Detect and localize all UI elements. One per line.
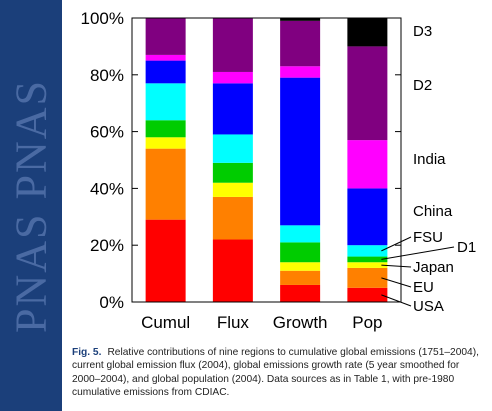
y-tick-label: 0% [99,293,124,312]
bar-segment-d1-cumul [145,120,186,138]
legend-leader-fsu [381,236,412,252]
bar-segment-fsu-cumul [145,83,186,121]
bar-segment-japan-growth [280,262,321,271]
y-tick-label: 100% [81,9,124,28]
bar-segment-d2-growth [280,20,321,67]
bar-segment-india-cumul [145,54,186,61]
caption-text: Relative contributions of nine regions t… [72,347,479,399]
bar-segment-usa-cumul [145,219,186,302]
bar-segment-d3-pop [347,18,388,47]
legend-leader-d1 [381,246,455,260]
bar-segment-fsu-pop [347,245,388,257]
legend-label-d2: D2 [413,77,432,94]
bar-segment-india-growth [280,66,321,78]
bar-segment-japan-pop [347,262,388,268]
legend-leader-eu [381,277,412,288]
bar-segment-eu-growth [280,270,321,285]
figure-caption: Fig. 5. Relative contributions of nine re… [72,346,484,400]
x-tick-label: Pop [352,313,382,332]
bar-segment-d1-flux [212,162,253,183]
bar-segment-eu-flux [212,196,253,240]
bar-segment-usa-growth [280,284,321,302]
journal-side-band: PNAS PNAS [0,0,62,411]
y-tick-label: 20% [90,236,124,255]
y-tick-label: 80% [90,66,124,85]
bar-segment-d2-flux [212,18,253,72]
bar-segment-china-pop [347,188,388,246]
legend-label-d3: D3 [413,23,432,40]
x-tick-label: Flux [217,313,250,332]
bar-segment-d1-pop [347,256,388,263]
bar-segment-eu-pop [347,267,388,288]
legend-label-usa: USA [413,298,444,315]
bar-segment-fsu-flux [212,134,253,163]
bar-segment-d1-growth [280,242,321,263]
legend-leader-japan [381,264,412,268]
bar-segment-japan-flux [212,182,253,197]
y-tick-label: 40% [90,179,124,198]
bar-segment-china-growth [280,77,321,226]
bar-segment-d2-cumul [145,18,186,55]
plot-frame [131,17,402,303]
bar-segment-d2-pop [347,46,388,141]
legend-label-china: China [413,203,453,220]
bar-segment-india-pop [347,140,388,189]
bar-segment-usa-pop [347,287,388,302]
figure-label: Fig. 5. [72,347,102,358]
bar-segment-d3-growth [280,18,321,21]
legend-label-india: India [413,151,446,168]
bar-segment-usa-flux [212,239,253,302]
x-tick-label: Growth [273,313,328,332]
legend-leader-usa [381,294,412,307]
journal-logo-text: PNAS PNAS [6,78,56,333]
legend-label-fsu: FSU [413,229,443,246]
bar-segment-eu-cumul [145,148,186,220]
legend-label-japan: Japan [413,259,454,276]
bar-segment-india-flux [212,71,253,84]
x-tick-label: Cumul [141,313,190,332]
stacked-bar-chart: Cumul Flux Growth Pop 0% 20% 40% 60% 80% 100% D3 D2… [62,0,492,340]
bar-segment-japan-cumul [145,137,186,149]
bar-segment-china-flux [212,83,253,135]
legend-label-eu: EU [413,279,434,296]
chart-svg: Cumul Flux Growth Pop 0% 20% 40% 60% 80% 100% D3 D2… [81,9,477,332]
bar-segment-fsu-growth [280,225,321,243]
legend-label-d1: D1 [457,239,476,256]
bar-segment-china-cumul [145,60,186,84]
y-tick-label: 60% [90,123,124,142]
